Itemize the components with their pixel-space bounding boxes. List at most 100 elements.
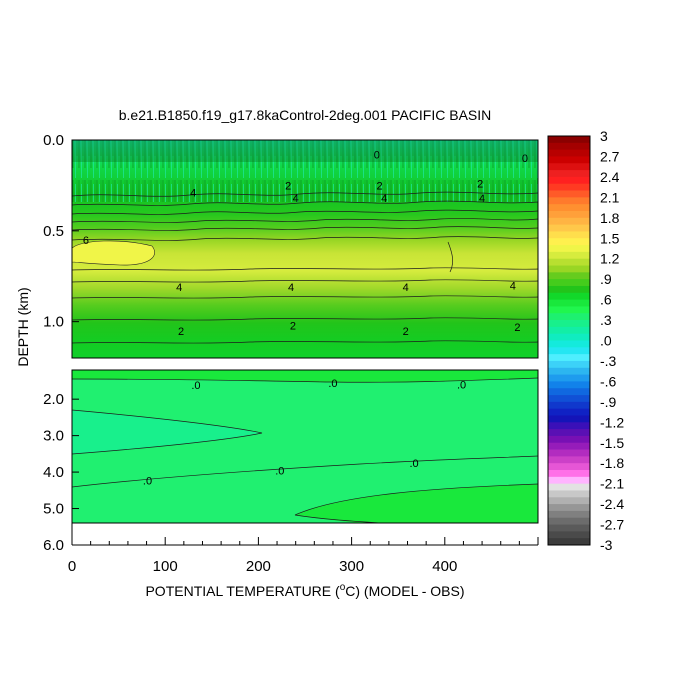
- colorbar-swatch: [548, 224, 590, 232]
- colorbar-swatch: [548, 313, 590, 321]
- colorbar-swatch: [548, 210, 590, 219]
- colorbar-swatch: [548, 449, 590, 457]
- colorbar-label: 1.8: [600, 210, 620, 226]
- colorbar-swatch: [548, 354, 590, 362]
- y-axis-upper: 0.0 0.5 1.0: [43, 132, 79, 331]
- colorbar-swatch: [548, 510, 590, 519]
- contour-label: 0: [522, 153, 528, 165]
- colorbar-swatch: [548, 463, 590, 471]
- colorbar-swatch: [548, 442, 590, 450]
- contour-label: .0: [143, 475, 152, 487]
- colorbar-swatch: [548, 476, 590, 485]
- contour-label: 4: [479, 193, 485, 205]
- colorbar-label: .6: [600, 292, 612, 308]
- colorbar-swatch: [548, 360, 590, 369]
- colorbar-swatch: [548, 251, 590, 260]
- colorbar-swatch: [548, 238, 590, 246]
- y-axis-lower: 2.0 3.0 4.0 5.0 6.0: [43, 370, 79, 554]
- x-axis-title: POTENTIAL TEMPERATURE (oC) (MODEL - OBS): [145, 582, 464, 599]
- colorbar-swatch: [548, 258, 590, 266]
- colorbar-label: 2.7: [600, 148, 620, 164]
- contour-label: 6: [83, 235, 89, 247]
- y-tick-label: 0.0: [43, 132, 64, 149]
- colorbar-label: -1.2: [600, 414, 624, 430]
- contour-label: 4: [510, 280, 516, 292]
- colorbar-swatch: [548, 183, 590, 191]
- colorbar-swatch: [548, 435, 590, 444]
- contour-label: 2: [178, 326, 184, 338]
- colorbar-label: -.6: [600, 373, 617, 389]
- colorbar-swatch: [548, 292, 590, 300]
- colorbar-swatch: [548, 483, 590, 491]
- colorbar-label: -2.1: [600, 476, 624, 492]
- colorbar-swatch: [548, 231, 590, 239]
- colorbar-swatch: [548, 470, 590, 478]
- x-tick-label: 400: [432, 558, 457, 575]
- contour-label: 2: [514, 322, 520, 334]
- colorbar-label: .3: [600, 312, 612, 328]
- colorbar-swatch: [548, 285, 590, 294]
- colorbar-swatch: [548, 170, 590, 178]
- contour-label: 4: [381, 193, 387, 205]
- colorbar-swatch: [548, 149, 590, 157]
- colorbar-label: .9: [600, 271, 612, 287]
- colorbar-swatch: [548, 538, 590, 546]
- contour-label: 2: [403, 326, 409, 338]
- contour-label: 4: [176, 282, 182, 294]
- y-tick-label: 6.0: [43, 537, 64, 554]
- y-tick-label: 2.0: [43, 391, 64, 408]
- colorbar-label: 2.1: [600, 189, 620, 205]
- colorbar-labels: 3 2.7 2.4 2.1 1.8 1.5 1.2 .9 .6 .3 .0 -.3 -.6 -.9 -1.2…: [600, 128, 624, 553]
- colorbar-swatch: [548, 333, 590, 341]
- y-tick-label: 3.0: [43, 428, 64, 445]
- upper-panel-frame: [71, 139, 539, 359]
- colorbar-label: -.9: [600, 394, 617, 410]
- x-tick-label: 100: [153, 558, 178, 575]
- colorbar-label: .0: [600, 333, 612, 349]
- colorbar-swatch: [548, 245, 590, 253]
- contour-label: 2: [290, 320, 296, 332]
- colorbar-swatch: [548, 272, 590, 280]
- colorbar-swatch: [548, 320, 590, 328]
- colorbar-swatch: [548, 326, 590, 335]
- colorbar-swatch: [548, 197, 590, 205]
- contour-label: .0: [328, 378, 337, 390]
- colorbar-frame: [547, 135, 591, 546]
- colorbar-swatch: [548, 299, 590, 307]
- colorbar-swatch: [548, 367, 590, 375]
- colorbar-label: -1.5: [600, 435, 624, 451]
- colorbar-swatch: [548, 347, 590, 355]
- colorbar-label: -3: [600, 537, 613, 553]
- colorbar-swatch: [548, 524, 590, 532]
- y-tick-label: 5.0: [43, 501, 64, 518]
- y-axis-title: DEPTH (km): [15, 287, 31, 366]
- colorbar-swatch: [548, 429, 590, 437]
- colorbar-label: 3: [600, 128, 608, 144]
- contour-label: 4: [293, 193, 299, 205]
- contour-label: 4: [190, 188, 196, 200]
- x-tick-label: 200: [246, 558, 271, 575]
- y-tick-label: 1.0: [43, 314, 64, 331]
- colorbar: [547, 135, 591, 546]
- lower-panel-fill: [72, 370, 538, 523]
- colorbar-label: -.3: [600, 353, 617, 369]
- colorbar-swatch: [548, 395, 590, 403]
- colorbar-swatch: [548, 531, 590, 539]
- colorbar-label: -2.4: [600, 496, 624, 512]
- lower-panel: .0 .0 .0 .0 .0 .0: [71, 369, 539, 524]
- colorbar-swatch: [548, 279, 590, 287]
- x-tick-label: 0: [68, 558, 76, 575]
- colorbar-swatch: [548, 401, 590, 410]
- colorbar-swatch: [548, 497, 590, 505]
- colorbar-swatch: [548, 340, 590, 348]
- colorbar-swatch: [548, 156, 590, 164]
- contour-label: .0: [457, 380, 466, 392]
- colorbar-swatch: [548, 306, 590, 314]
- contour-label: .0: [191, 380, 200, 392]
- chart-title: b.e21.B1850.f19_g17.8kaControl-2deg.001 …: [119, 107, 492, 123]
- colorbar-swatch: [548, 374, 590, 382]
- colorbar-label: 1.5: [600, 230, 620, 246]
- colorbar-swatch: [548, 163, 590, 171]
- colorbar-swatch: [548, 408, 590, 416]
